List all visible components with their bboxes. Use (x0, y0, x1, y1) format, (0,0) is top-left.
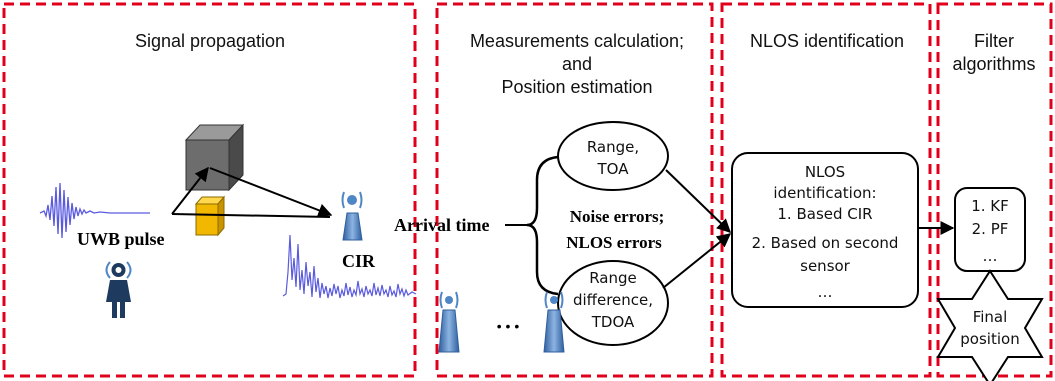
panel-title-measure-1: Measurements calculation; (470, 31, 684, 51)
measurement-brace (526, 155, 559, 296)
nlos-box-line5: sensor (800, 257, 851, 275)
panel-signal-propagation (2, 2, 417, 378)
panel-measurements (435, 2, 714, 378)
arrival-time-label: Arrival time (394, 215, 489, 235)
final-position-line2: position (960, 330, 1019, 348)
range-tdoa-ellipse (557, 260, 669, 346)
uwb-pulse-waveform (39, 182, 150, 239)
cir-label: CIR (342, 251, 376, 271)
nlos-identification-box (731, 152, 919, 308)
path-direct (171, 213, 331, 218)
panel-title-signal: Signal propagation (135, 31, 285, 51)
range-toa-ellipse (557, 121, 669, 191)
panel-title-nlos: NLOS identification (750, 31, 904, 51)
panel-filter-algorithms (936, 2, 1053, 378)
final-position-star (936, 269, 1044, 381)
nlos-box-line2: identification: (773, 184, 876, 202)
panel-title-measure-3: Position estimation (501, 77, 652, 97)
panel-nlos-identification (720, 2, 932, 378)
nlos-errors-label: NLOS errors (566, 233, 662, 252)
range-toa-line2: TOA (597, 160, 630, 178)
range-toa-line1: Range, (587, 138, 639, 156)
receiver-antenna-icon (341, 191, 363, 241)
obstacle-block (194, 195, 226, 237)
anchor-antenna-icon (438, 291, 460, 353)
range-tdoa-line1: Range (589, 269, 637, 287)
reflector-cube (184, 123, 245, 192)
nlos-box-line3: 1. Based CIR (777, 205, 872, 223)
filter-box-line1: 1. KF (971, 197, 1009, 215)
anchor-antenna-icon (543, 291, 565, 353)
filter-box-line3: … (983, 247, 998, 265)
person-tag-icon (105, 261, 132, 318)
panel-title-filter-1: Filter (974, 31, 1014, 51)
filter-box-line2: 2. PF (972, 220, 1009, 238)
nlos-box-line1: NLOS (805, 163, 845, 181)
cir-waveform (282, 234, 417, 299)
nlos-box-line6: … (818, 283, 833, 301)
final-position-line1: Final (973, 308, 1008, 326)
arrow-tdoa-to-nlos (662, 233, 732, 289)
panel-title-filter-2: algorithms (952, 54, 1035, 74)
panel-title-measure-2: and (562, 54, 592, 74)
uwb-pulse-label: UWB pulse (77, 229, 165, 249)
nlos-box-line4: 2. Based on second (752, 234, 899, 252)
path-to-cube (171, 166, 209, 215)
noise-errors-label: Noise errors; (570, 207, 665, 226)
range-tdoa-line2: difference, (573, 291, 653, 309)
path-cube-to-antenna (209, 167, 333, 217)
range-tdoa-line3: TDOA (591, 313, 635, 331)
more-anchors-dots: • • • (497, 318, 520, 334)
arrow-toa-to-nlos (665, 169, 732, 233)
